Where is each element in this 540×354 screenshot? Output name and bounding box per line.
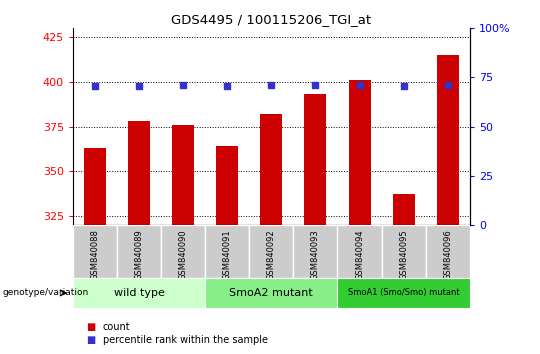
Text: GSM840088: GSM840088 bbox=[91, 229, 99, 280]
Bar bbox=[84, 148, 106, 225]
Bar bbox=[338, 278, 470, 308]
Bar bbox=[293, 225, 338, 278]
Bar bbox=[348, 80, 370, 225]
Bar bbox=[73, 225, 117, 278]
Text: SmoA2 mutant: SmoA2 mutant bbox=[230, 288, 313, 298]
Text: GSM840089: GSM840089 bbox=[134, 229, 144, 280]
Bar bbox=[128, 121, 150, 225]
Bar bbox=[305, 95, 327, 225]
Text: count: count bbox=[103, 322, 130, 332]
Text: SmoA1 (Smo/Smo) mutant: SmoA1 (Smo/Smo) mutant bbox=[348, 289, 460, 297]
Point bbox=[223, 84, 232, 89]
Bar bbox=[426, 225, 470, 278]
Bar bbox=[382, 225, 426, 278]
Bar bbox=[205, 225, 249, 278]
Text: genotype/variation: genotype/variation bbox=[3, 289, 89, 297]
Point bbox=[355, 82, 364, 88]
Text: ■: ■ bbox=[86, 322, 96, 332]
Bar bbox=[172, 125, 194, 225]
Title: GDS4495 / 100115206_TGI_at: GDS4495 / 100115206_TGI_at bbox=[171, 13, 372, 26]
Text: GSM840095: GSM840095 bbox=[399, 229, 408, 280]
Text: ■: ■ bbox=[86, 335, 96, 345]
Point bbox=[135, 84, 144, 89]
Text: GSM840093: GSM840093 bbox=[311, 229, 320, 280]
Text: wild type: wild type bbox=[113, 288, 165, 298]
Text: GSM840091: GSM840091 bbox=[223, 229, 232, 280]
Bar bbox=[249, 225, 293, 278]
Bar bbox=[205, 278, 338, 308]
Bar bbox=[260, 114, 282, 225]
Bar bbox=[73, 278, 205, 308]
Point bbox=[311, 82, 320, 88]
Text: GSM840096: GSM840096 bbox=[443, 229, 452, 280]
Point bbox=[179, 82, 187, 88]
Point bbox=[399, 84, 408, 89]
Text: GSM840094: GSM840094 bbox=[355, 229, 364, 280]
Bar bbox=[437, 55, 459, 225]
Bar bbox=[216, 146, 238, 225]
Text: GSM840092: GSM840092 bbox=[267, 229, 276, 280]
Text: percentile rank within the sample: percentile rank within the sample bbox=[103, 335, 268, 345]
Point bbox=[443, 82, 452, 88]
Text: GSM840090: GSM840090 bbox=[179, 229, 188, 280]
Bar bbox=[393, 194, 415, 225]
Bar bbox=[338, 225, 382, 278]
Bar bbox=[117, 225, 161, 278]
Point bbox=[91, 84, 99, 89]
Point bbox=[267, 82, 275, 88]
Bar bbox=[161, 225, 205, 278]
